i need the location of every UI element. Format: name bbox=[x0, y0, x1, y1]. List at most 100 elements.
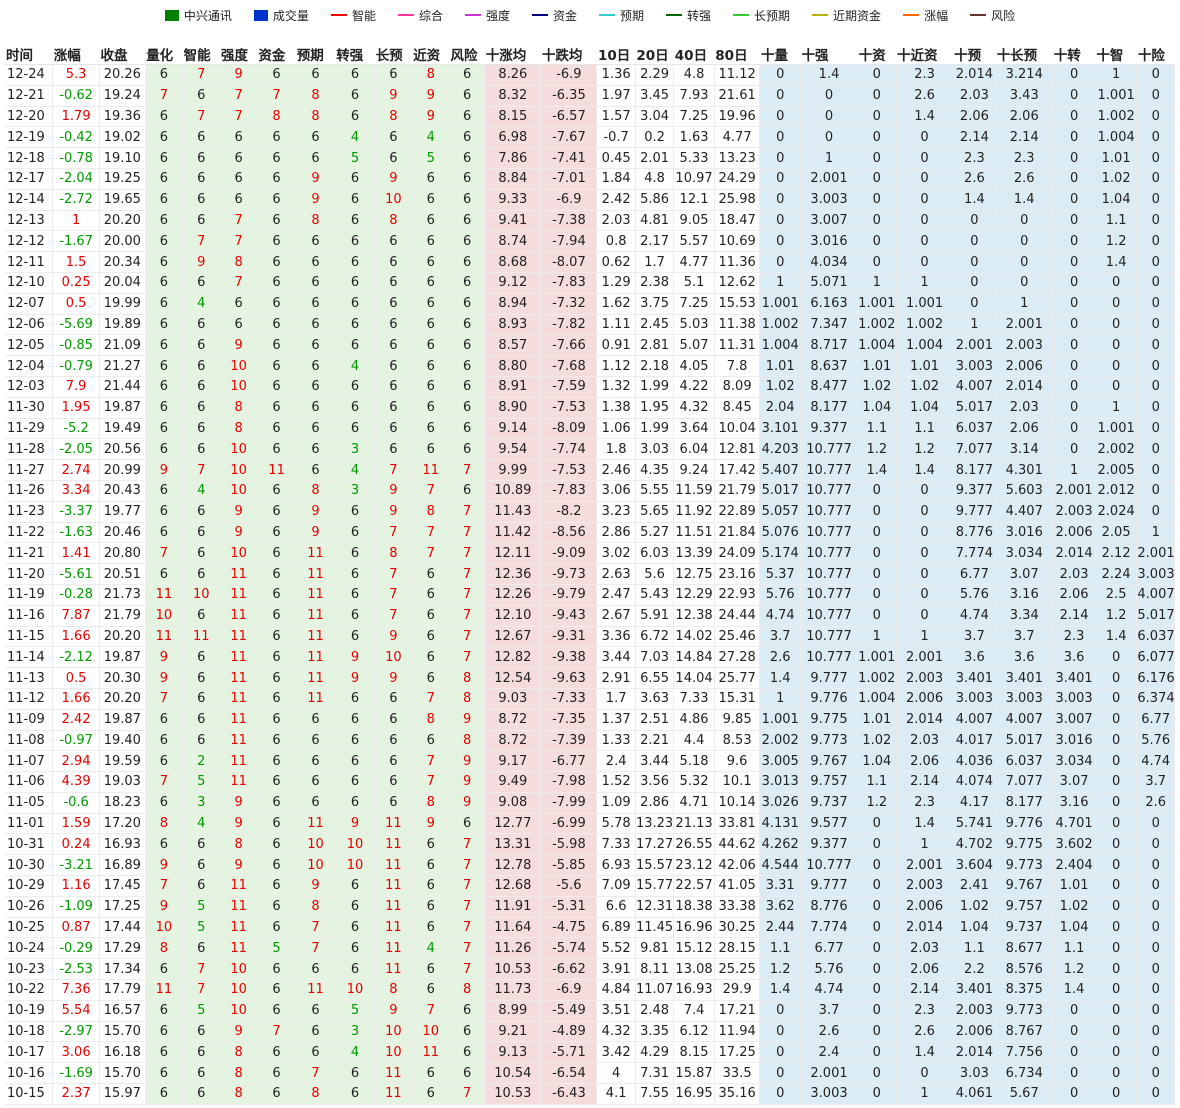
table-cell: 1 bbox=[1136, 522, 1175, 544]
column-header[interactable]: 资金 bbox=[257, 43, 296, 65]
column-header[interactable]: 十智 bbox=[1095, 43, 1137, 65]
column-header[interactable]: 80日 bbox=[714, 43, 760, 65]
column-header[interactable]: 预期 bbox=[295, 43, 336, 65]
legend-item[interactable]: 成交量 bbox=[253, 7, 309, 24]
legend-item[interactable]: 中兴通讯 bbox=[164, 7, 232, 24]
table-cell: 9 bbox=[295, 501, 336, 523]
table-row: 11-07 2.94 19.59 6 2 11 6 6 6 6 7 9 9.17 -6.77 2.4 3.44… bbox=[5, 750, 1175, 773]
table-cell: 11.26 bbox=[484, 937, 542, 960]
table-cell: 11-22 bbox=[5, 522, 54, 544]
legend-item[interactable]: 综合 bbox=[397, 7, 443, 24]
table-cell: 9 bbox=[449, 709, 486, 731]
column-header[interactable]: 智能 bbox=[182, 43, 220, 65]
table-cell: 6 bbox=[219, 314, 258, 336]
table-cell: 11 bbox=[219, 605, 258, 627]
table-cell: 6 bbox=[145, 438, 184, 461]
table-cell: 9.54 bbox=[484, 438, 542, 461]
column-header[interactable]: 十涨均 bbox=[484, 43, 541, 65]
legend-item[interactable]: 预期 bbox=[599, 7, 644, 24]
column-header[interactable]: 时间 bbox=[5, 43, 53, 65]
table-cell: 9 bbox=[295, 168, 336, 190]
column-header[interactable]: 十近资 bbox=[896, 43, 954, 65]
table-cell: 3.003 bbox=[800, 1083, 859, 1105]
column-header[interactable]: 40日 bbox=[673, 43, 715, 65]
legend-item[interactable]: 资金 bbox=[531, 7, 577, 24]
column-header[interactable]: 近资 bbox=[412, 43, 450, 65]
column-header[interactable]: 十预 bbox=[953, 43, 996, 65]
table-cell: 9.81 bbox=[635, 937, 675, 960]
column-header[interactable]: 量化 bbox=[145, 43, 183, 65]
table-cell: 6 bbox=[257, 480, 297, 502]
table-cell: 0 bbox=[857, 958, 897, 981]
table-cell: 9 bbox=[449, 792, 486, 814]
table-cell: 6 bbox=[295, 230, 336, 253]
column-header[interactable]: 十跌均 bbox=[540, 43, 597, 65]
table-cell: 5 bbox=[412, 147, 450, 169]
table-cell: 6.55 bbox=[635, 667, 675, 689]
table-cell: 11 bbox=[219, 688, 258, 710]
legend-item[interactable]: 转强 bbox=[666, 7, 711, 24]
table-cell: 18.23 bbox=[99, 792, 146, 814]
column-header[interactable]: 强度 bbox=[219, 43, 258, 65]
table-cell: 0 bbox=[896, 168, 954, 190]
table-cell: 0.5 bbox=[52, 293, 100, 315]
column-header[interactable]: 十转 bbox=[1052, 43, 1096, 65]
table-cell: 6 bbox=[295, 792, 336, 814]
table-cell: 9.41 bbox=[484, 210, 542, 232]
table-cell: 11-28 bbox=[5, 438, 54, 461]
table-cell: 2.44 bbox=[759, 917, 801, 939]
table-cell: 4.8 bbox=[673, 64, 715, 86]
table-cell: 9.776 bbox=[995, 813, 1054, 835]
column-header[interactable]: 转强 bbox=[335, 43, 375, 65]
column-header[interactable]: 十险 bbox=[1136, 43, 1175, 65]
column-header[interactable]: 10日 bbox=[596, 43, 636, 65]
table-cell: 6 bbox=[257, 646, 297, 669]
table-cell: 6 bbox=[145, 106, 184, 128]
table-cell: -6.9 bbox=[540, 979, 598, 1001]
table-cell: 6 bbox=[412, 730, 450, 752]
table-cell: 12-24 bbox=[5, 64, 54, 86]
column-header[interactable]: 十量 bbox=[759, 43, 801, 65]
table-cell: 6 bbox=[257, 438, 297, 461]
table-cell: 11-06 bbox=[5, 771, 54, 793]
table-cell: 6 bbox=[257, 979, 297, 1001]
legend-item[interactable]: 风险 bbox=[970, 7, 1015, 24]
table-cell: 3.16 bbox=[1052, 792, 1096, 814]
table-cell: 1.004 bbox=[896, 334, 954, 357]
column-header[interactable]: 十长预 bbox=[995, 43, 1053, 65]
column-header[interactable]: 长预 bbox=[374, 43, 413, 65]
legend-item[interactable]: 涨幅 bbox=[903, 7, 948, 24]
column-header[interactable]: 十强 bbox=[800, 43, 858, 65]
column-header[interactable]: 风险 bbox=[449, 43, 485, 65]
table-cell: 21.73 bbox=[99, 584, 146, 606]
table-cell: 5.78 bbox=[596, 813, 636, 835]
table-cell: 6 bbox=[257, 355, 297, 377]
legend-item[interactable]: 强度 bbox=[464, 7, 510, 24]
legend-item[interactable]: 智能 bbox=[330, 7, 376, 24]
table-cell: 9.05 bbox=[673, 210, 715, 232]
table-cell: -8.2 bbox=[540, 501, 598, 523]
table-cell: 2.47 bbox=[596, 584, 636, 606]
table-cell: 0 bbox=[1052, 168, 1096, 190]
table-cell: 0 bbox=[857, 937, 897, 960]
table-row: 12-17 -2.04 19.25 6 6 6 6 9 6 9 6 6 8.84 -7.01 1.84 4.8… bbox=[5, 168, 1175, 190]
table-cell: 6 bbox=[335, 501, 376, 523]
table-cell: 7 bbox=[449, 605, 486, 627]
table-row: 12-18 -0.78 19.10 6 6 6 6 6 5 6 5 6 7.86 -7.41 0.45 2.0… bbox=[5, 147, 1175, 169]
legend-item[interactable]: 长预期 bbox=[733, 7, 790, 24]
legend-item[interactable]: 近期资金 bbox=[812, 7, 881, 24]
table-cell: 6 bbox=[335, 272, 376, 294]
column-header[interactable]: 涨幅 bbox=[52, 43, 100, 65]
column-header[interactable]: 十资 bbox=[857, 43, 896, 65]
table-cell: 4.034 bbox=[800, 251, 859, 273]
table-cell: 10.97 bbox=[673, 168, 715, 190]
table-row: 11-30 1.95 19.87 6 6 8 6 6 6 6 6 6 8.90 -7.53 1.38 1.95… bbox=[5, 397, 1175, 419]
table-cell: 11 bbox=[412, 459, 450, 481]
table-cell: 2.014 bbox=[1052, 542, 1096, 565]
table-cell: 7.25 bbox=[673, 106, 715, 128]
column-header[interactable]: 20日 bbox=[635, 43, 674, 65]
table-cell: 10-29 bbox=[5, 875, 54, 897]
table-cell: -6.43 bbox=[540, 1083, 598, 1105]
column-header[interactable]: 收盘 bbox=[99, 43, 146, 65]
table-cell: 1.1 bbox=[1095, 210, 1138, 232]
